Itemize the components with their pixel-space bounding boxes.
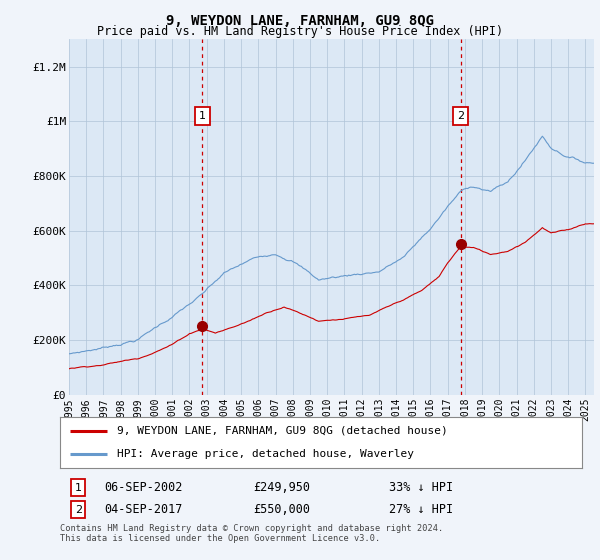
Text: Price paid vs. HM Land Registry's House Price Index (HPI): Price paid vs. HM Land Registry's House … [97, 25, 503, 38]
Text: 1: 1 [199, 111, 206, 121]
Text: 1: 1 [75, 483, 82, 493]
Text: 33% ↓ HPI: 33% ↓ HPI [389, 481, 453, 494]
Text: £550,000: £550,000 [253, 503, 310, 516]
Text: £249,950: £249,950 [253, 481, 310, 494]
Text: HPI: Average price, detached house, Waverley: HPI: Average price, detached house, Wave… [118, 449, 415, 459]
Text: Contains HM Land Registry data © Crown copyright and database right 2024.
This d: Contains HM Land Registry data © Crown c… [60, 524, 443, 543]
Text: 04-SEP-2017: 04-SEP-2017 [104, 503, 183, 516]
Text: 9, WEYDON LANE, FARNHAM, GU9 8QG: 9, WEYDON LANE, FARNHAM, GU9 8QG [166, 14, 434, 28]
Text: 06-SEP-2002: 06-SEP-2002 [104, 481, 183, 494]
Text: 2: 2 [457, 111, 464, 121]
Text: 27% ↓ HPI: 27% ↓ HPI [389, 503, 453, 516]
Text: 9, WEYDON LANE, FARNHAM, GU9 8QG (detached house): 9, WEYDON LANE, FARNHAM, GU9 8QG (detach… [118, 426, 448, 436]
Text: 2: 2 [75, 505, 82, 515]
